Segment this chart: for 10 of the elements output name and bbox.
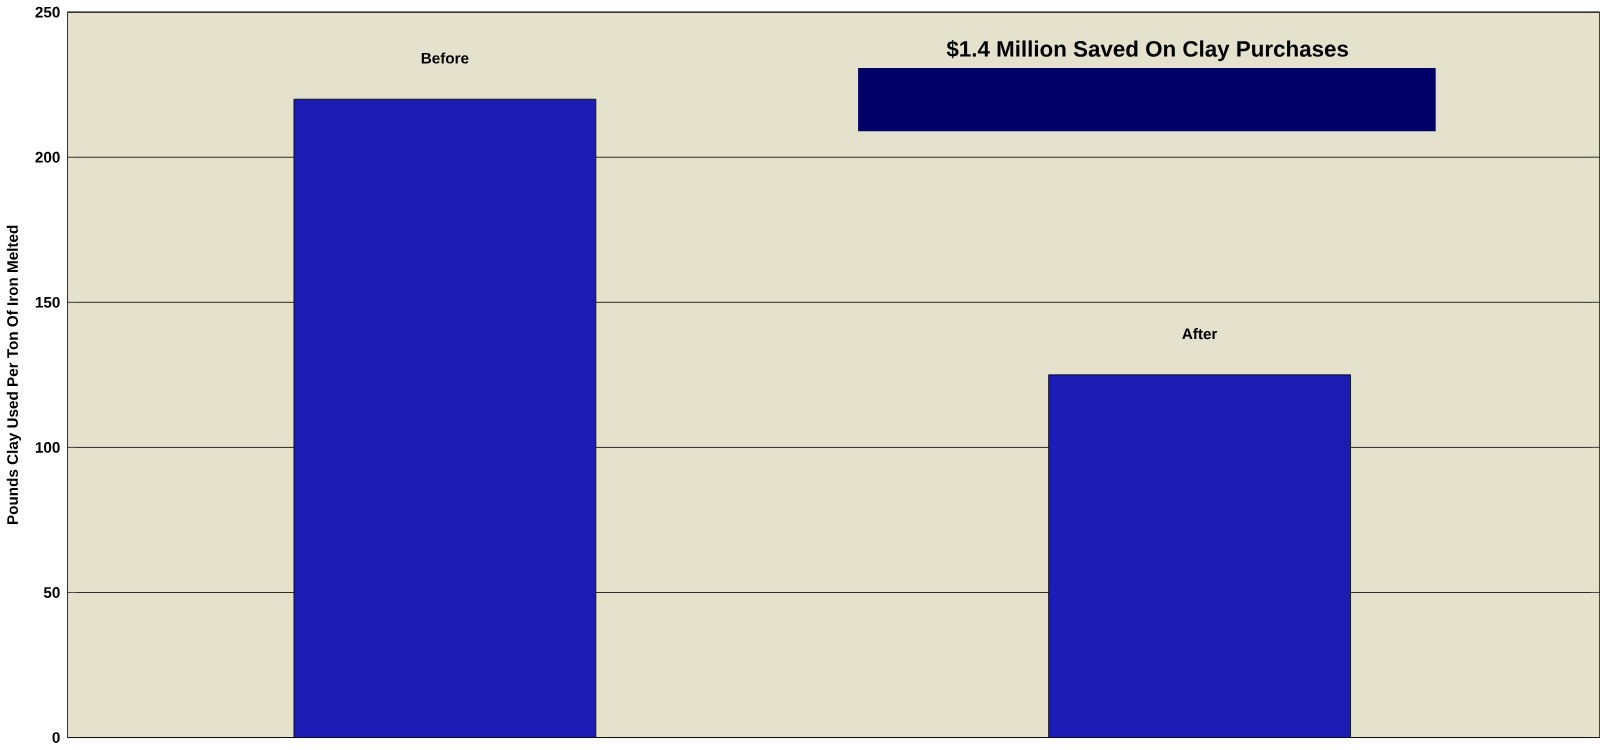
y-axis-title: Pounds Clay Used Per Ton Of Iron Melted <box>6 225 21 525</box>
y-tick-label: 150 <box>35 297 60 308</box>
y-tick-label: 50 <box>43 587 60 599</box>
y-tick-label: 100 <box>35 442 60 453</box>
y-tick-label: 200 <box>35 151 60 163</box>
y-tick-label: 250 <box>35 6 60 18</box>
annotation: $1.4 Million Saved On Clay Purchases <box>946 40 1348 62</box>
y-tick-label: 0 <box>52 732 60 744</box>
x-tick-label: After <box>1182 328 1218 340</box>
x-tick-label: Before <box>421 52 469 64</box>
